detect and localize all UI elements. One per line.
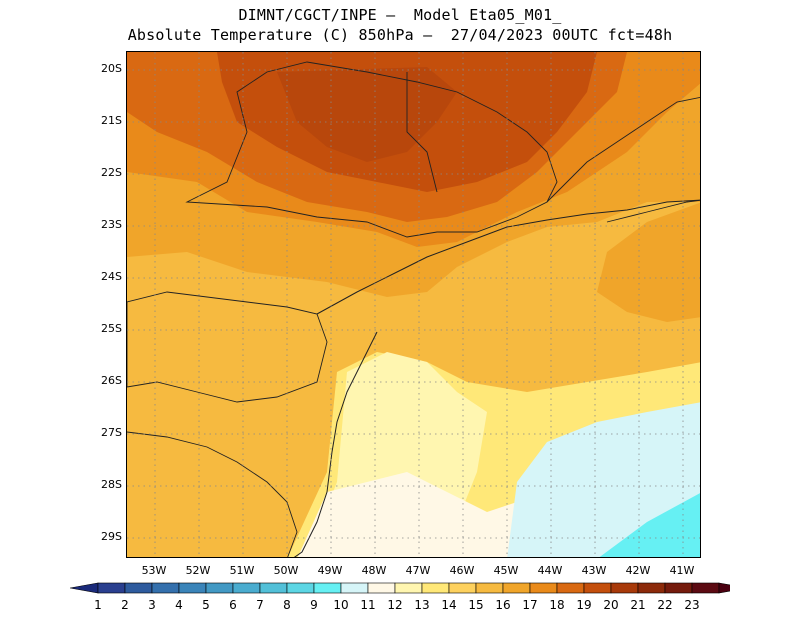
temperature-map	[126, 51, 701, 558]
colorbar-swatch	[286, 582, 315, 594]
colorbar-swatch	[610, 582, 639, 594]
colorbar-swatch	[367, 582, 396, 594]
coastline	[293, 199, 700, 557]
colorbar-label: 1	[94, 598, 102, 612]
colorbar-label: 15	[468, 598, 484, 612]
map-title: DIMNT/CGCT/INPE – Model Eta05_M01_	[238, 6, 562, 24]
lon-label: 49W	[317, 564, 343, 577]
field-region-16-east	[597, 202, 700, 322]
lon-label: 45W	[493, 564, 519, 577]
colorbar-under-arrow	[70, 582, 99, 594]
colorbar-label: 8	[283, 598, 291, 612]
lon-label: 51W	[229, 564, 255, 577]
colorbar-label: 17	[522, 598, 538, 612]
colorbar-swatch	[178, 582, 207, 594]
lon-label: 53W	[141, 564, 167, 577]
map-subtitle: Absolute Temperature (C) 850hPa – 27/04/…	[127, 26, 673, 44]
field-region-19b	[277, 67, 457, 162]
field-region-10	[507, 402, 700, 557]
colorbar-label: 9	[310, 598, 318, 612]
lon-label: 50W	[273, 564, 299, 577]
state-boundaries	[127, 61, 700, 557]
colorbar-swatch	[556, 582, 585, 594]
colorbar-label: 20	[603, 598, 619, 612]
colorbar-swatch	[124, 582, 153, 594]
colorbar-label: 7	[256, 598, 264, 612]
lon-label: 42W	[625, 564, 651, 577]
colorbar-swatch	[421, 582, 450, 594]
lat-label: 21S	[101, 114, 122, 127]
colorbar-label: 21	[630, 598, 646, 612]
field-region-11	[297, 472, 517, 557]
colorbar-swatch	[529, 582, 558, 594]
lat-label: 24S	[101, 270, 122, 283]
lat-label: 29S	[101, 530, 122, 543]
colorbar-label: 6	[229, 598, 237, 612]
lon-label: 47W	[405, 564, 431, 577]
lon-label: 41W	[669, 564, 695, 577]
colorbar-swatch	[502, 582, 531, 594]
lon-label: 43W	[581, 564, 607, 577]
colorbar-label: 12	[387, 598, 403, 612]
map-field-svg	[127, 52, 700, 557]
colorbar-label: 14	[441, 598, 457, 612]
colorbar-swatch	[259, 582, 288, 594]
lat-label: 27S	[101, 426, 122, 439]
field-region-9	[599, 493, 700, 557]
colorbar-label: 23	[684, 598, 700, 612]
lon-label: 46W	[449, 564, 475, 577]
lat-label: 25S	[101, 322, 122, 335]
colorbar-swatch	[394, 582, 423, 594]
colorbar-swatch	[637, 582, 666, 594]
colorbar-swatch	[475, 582, 504, 594]
lat-label: 22S	[101, 166, 122, 179]
grid-lines	[127, 52, 700, 557]
colorbar-swatch	[448, 582, 477, 594]
colorbar-label: 19	[576, 598, 592, 612]
colorbar-swatch	[583, 582, 612, 594]
colorbar-swatch	[340, 582, 369, 594]
colorbar-label: 4	[175, 598, 183, 612]
colorbar-label: 16	[495, 598, 511, 612]
lat-label: 28S	[101, 478, 122, 491]
colorbar-label: 3	[148, 598, 156, 612]
colorbar-swatch	[691, 582, 720, 594]
colorbar-label: 22	[657, 598, 673, 612]
colorbar-swatch	[232, 582, 261, 594]
lat-label: 26S	[101, 374, 122, 387]
colorbar-swatch	[97, 582, 126, 594]
lon-label: 52W	[185, 564, 211, 577]
lat-label: 20S	[101, 62, 122, 75]
lon-label: 48W	[361, 564, 387, 577]
colorbar-label: 2	[121, 598, 129, 612]
colorbar-label: 10	[333, 598, 349, 612]
colorbar-swatch	[151, 582, 180, 594]
colorbar-swatch	[313, 582, 342, 594]
colorbar-over-arrow	[718, 582, 730, 594]
lat-label: 23S	[101, 218, 122, 231]
lon-label: 44W	[537, 564, 563, 577]
colorbar-label: 5	[202, 598, 210, 612]
colorbar-label: 13	[414, 598, 430, 612]
colorbar-label: 18	[549, 598, 565, 612]
colorbar	[70, 582, 730, 594]
colorbar-label: 11	[360, 598, 376, 612]
colorbar-swatch	[664, 582, 693, 594]
colorbar-swatch	[205, 582, 234, 594]
